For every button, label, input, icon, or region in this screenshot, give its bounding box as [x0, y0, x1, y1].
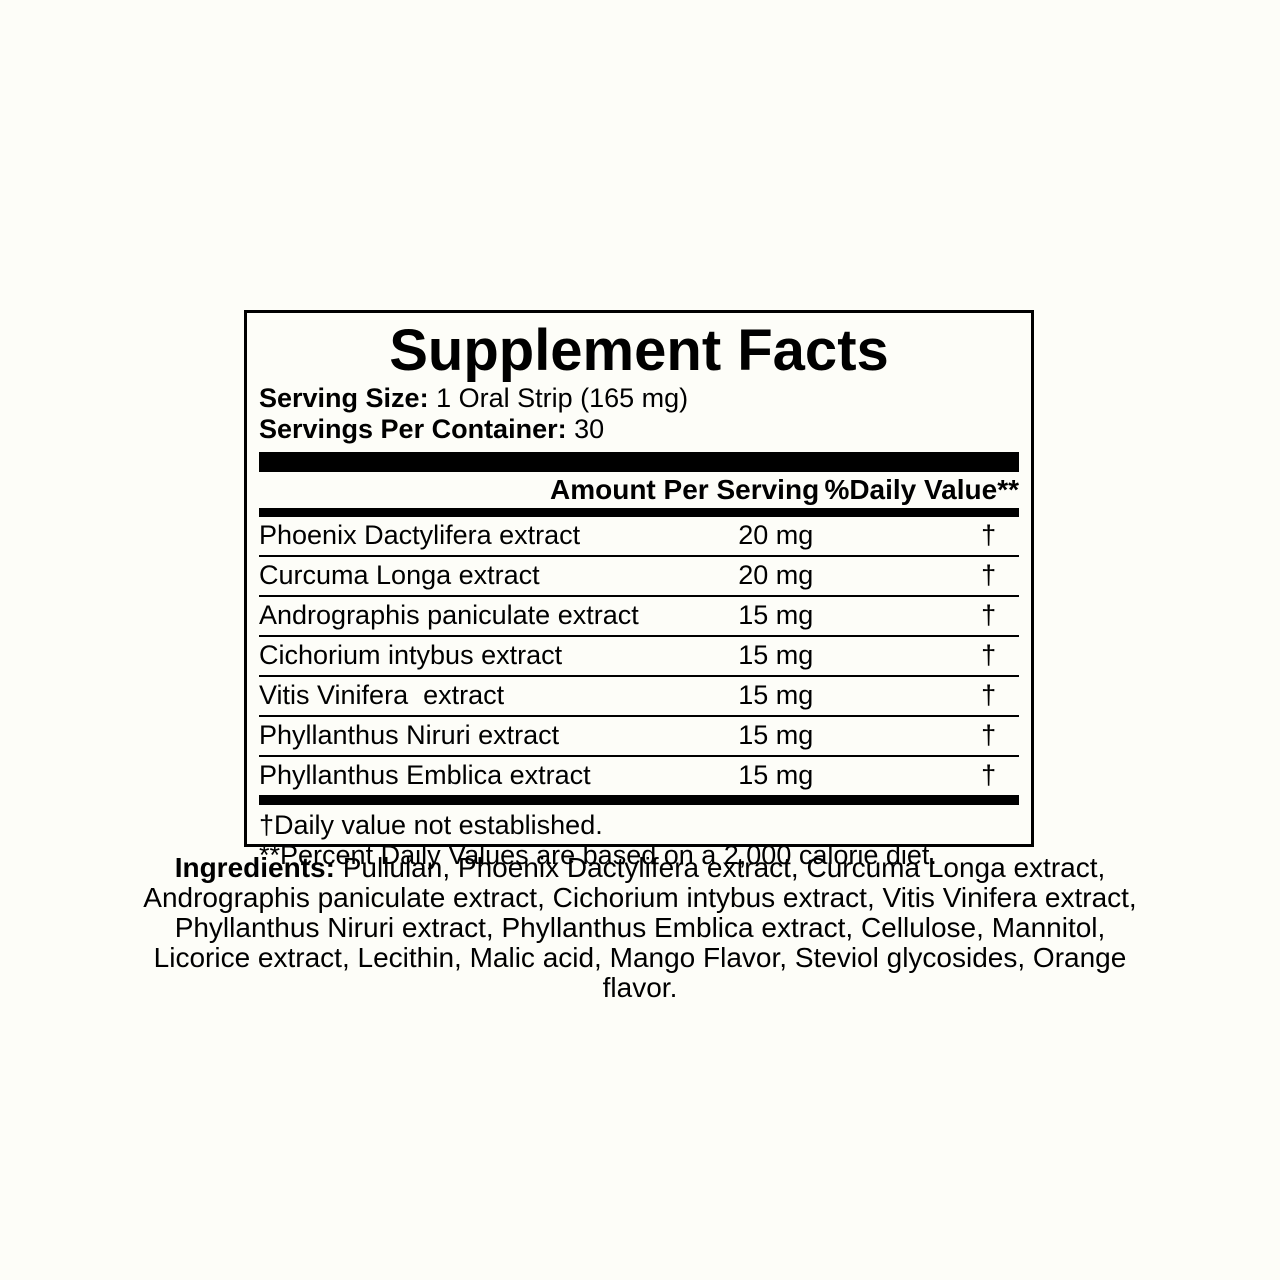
nutrient-daily-value: † [981, 760, 997, 790]
servings-per-container-value: 30 [566, 414, 605, 444]
ingredients-list: Pullulan, Phoenix Dactylifera extract, C… [143, 852, 1137, 1003]
serving-size-label: Serving Size: [259, 383, 429, 413]
table-row: Andrographis paniculate extract 15 mg † [259, 595, 1019, 635]
nutrient-amount: 20 mg [738, 520, 814, 550]
amount-per-serving-header: Amount Per Serving [550, 474, 820, 505]
nutrient-name: Phyllanthus Emblica extract [259, 760, 591, 790]
supplement-facts-panel: Supplement Facts Serving Size: 1 Oral St… [244, 310, 1034, 870]
nutrient-name: Vitis Vinifera extract [259, 680, 505, 710]
table-row: Phyllanthus Emblica extract 15 mg † [259, 755, 1019, 795]
servings-per-container-label: Servings Per Container: [259, 414, 567, 444]
nutrient-amount: 15 mg [738, 760, 814, 790]
nutrient-amount: 15 mg [738, 720, 814, 750]
nutrient-amount: 15 mg [738, 640, 814, 670]
panel-title: Supplement Facts [389, 318, 889, 383]
table-row: Phoenix Dactylifera extract 20 mg † [259, 517, 1019, 555]
nutrient-daily-value: † [981, 520, 997, 550]
daily-value-header: %Daily Value** [824, 474, 1019, 505]
nutrient-daily-value: † [981, 640, 997, 670]
nutrient-name: Curcuma Longa extract [259, 560, 540, 590]
divider-thick-top [259, 452, 1019, 472]
table-row: Vitis Vinifera extract 15 mg † [259, 675, 1019, 715]
serving-size-value: 1 Oral Strip (165 mg) [428, 383, 689, 413]
nutrient-amount: 15 mg [738, 680, 814, 710]
nutrient-daily-value: † [981, 720, 997, 750]
table-row: Curcuma Longa extract 20 mg † [259, 555, 1019, 595]
servings-per-container-line: Servings Per Container: 30 [259, 414, 1019, 445]
table-header-row: Amount Per Serving %Daily Value** [259, 472, 1019, 508]
footnote-percent-dv: **Percent Daily Values are based on a 2,… [259, 840, 937, 870]
divider-thick-bottom [259, 795, 1019, 805]
nutrient-name: Phoenix Dactylifera extract [259, 520, 581, 550]
footnotes: †Daily value not established. **Percent … [259, 810, 1019, 870]
nutrient-name: Andrographis paniculate extract [259, 600, 639, 630]
table-row: Cichorium intybus extract 15 mg † [259, 635, 1019, 675]
nutrient-amount: 20 mg [738, 560, 814, 590]
table-row: Phyllanthus Niruri extract 15 mg † [259, 715, 1019, 755]
nutrient-name: Cichorium intybus extract [259, 640, 563, 670]
footnote-daily-value: †Daily value not established. [259, 810, 603, 840]
serving-size-line: Serving Size: 1 Oral Strip (165 mg) [259, 383, 1019, 414]
nutrient-daily-value: † [981, 680, 997, 710]
nutrient-name: Phyllanthus Niruri extract [259, 720, 560, 750]
nutrient-daily-value: † [981, 560, 997, 590]
nutrient-amount: 15 mg [738, 600, 814, 630]
ingredients-label: Ingredients: [174, 852, 335, 883]
ingredients-paragraph: Ingredients: Pullulan, Phoenix Dactylife… [135, 853, 1145, 1003]
nutrient-daily-value: † [981, 600, 997, 630]
divider-medium [259, 508, 1019, 517]
